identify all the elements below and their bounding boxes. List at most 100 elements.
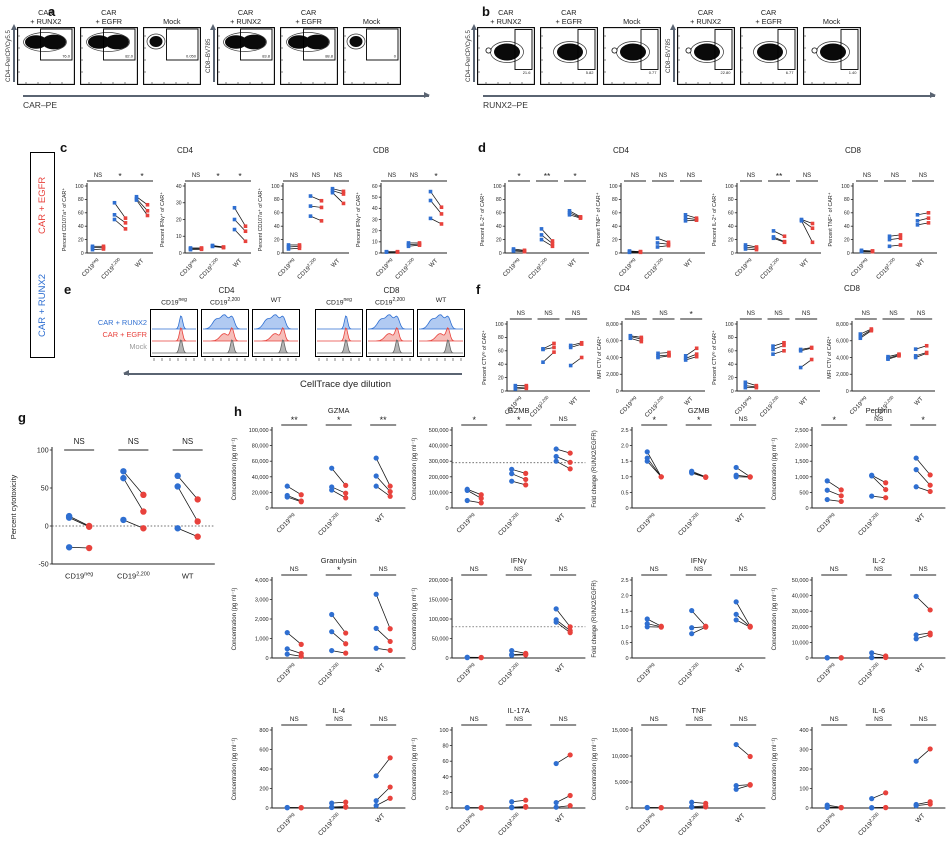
svg-text:WT: WT bbox=[233, 258, 244, 269]
legend-car-egfr: CAR + EGFR bbox=[37, 176, 48, 234]
group-title-cd8: CD8 bbox=[843, 284, 860, 293]
svg-text:80: 80 bbox=[78, 197, 84, 203]
svg-text:CD19neg: CD19neg bbox=[274, 661, 298, 685]
svg-text:NS: NS bbox=[572, 311, 580, 317]
IL-4-chart: IL-4 0 200 400 600 800 Concentration (pg ml⁻¹)… bbox=[232, 706, 406, 837]
svg-text:6,000: 6,000 bbox=[606, 339, 619, 345]
svg-text:WT: WT bbox=[331, 258, 342, 269]
svg-text:MFI CTV of CAR⁺: MFI CTV of CAR⁺ bbox=[827, 336, 833, 379]
svg-text:Percent CD107a⁺ of CAR⁺: Percent CD107a⁺ of CAR⁺ bbox=[62, 188, 68, 252]
svg-text:80,000: 80,000 bbox=[252, 444, 269, 450]
svg-text:WT: WT bbox=[684, 396, 695, 407]
svg-text:15,000: 15,000 bbox=[612, 728, 629, 734]
svg-text:40: 40 bbox=[728, 224, 734, 230]
svg-text:CD19neg: CD19neg bbox=[454, 661, 478, 685]
IFNγ-chart: IFNγ 0 0.5 1.0 1.5 2.0 2.5 Fold change (RUNX2/E… bbox=[592, 556, 766, 687]
svg-text:MFI CTV of CAR⁺: MFI CTV of CAR⁺ bbox=[597, 336, 603, 379]
svg-text:4,000: 4,000 bbox=[606, 355, 619, 361]
chart-slot: 0 20 40 60 80 100 Percent CD107a⁺ of CAR⁺ NS CD1… bbox=[256, 156, 354, 295]
svg-text:NS: NS bbox=[544, 311, 552, 317]
svg-text:CD19neg: CD19neg bbox=[454, 811, 478, 835]
svg-text:60: 60 bbox=[844, 211, 850, 217]
flow-y-axis: CD4–PerCP/Cy5.5 bbox=[465, 24, 476, 85]
svg-text:8,000: 8,000 bbox=[606, 322, 619, 328]
svg-text:Percent IL-2⁺ of CAR⁺: Percent IL-2⁺ of CAR⁺ bbox=[712, 193, 718, 246]
svg-text:NS: NS bbox=[94, 173, 102, 179]
column-headers: CD19neg CD192,200 WT bbox=[315, 297, 468, 309]
legend-entry: CAR + EGFR bbox=[102, 330, 147, 339]
group-title-cd4: CD4 bbox=[613, 284, 630, 293]
legend-entry: CAR + RUNX2 bbox=[97, 318, 147, 327]
flow-y-axis: CD8–BV785 bbox=[205, 24, 216, 85]
flow-plot: Mock 0.050 bbox=[142, 4, 201, 90]
svg-text:*: * bbox=[652, 415, 656, 425]
svg-text:NS: NS bbox=[631, 173, 639, 179]
flow-y-axis-label: CD8–BV785 bbox=[664, 38, 672, 74]
svg-text:NS: NS bbox=[874, 566, 884, 573]
svg-text:WT: WT bbox=[135, 258, 146, 269]
flow-contour-plot: 0.050 bbox=[142, 27, 201, 85]
group-title: CD8 bbox=[383, 286, 400, 295]
chart-slot: -50 0 50 100 Percent cytotoxicity NS CD19neg NS… bbox=[6, 414, 218, 611]
svg-text:CD19neg: CD19neg bbox=[65, 572, 93, 581]
svg-text:100: 100 bbox=[439, 728, 448, 734]
flow-plot: CAR + EGFR 88.8 bbox=[279, 4, 338, 90]
svg-text:**: ** bbox=[776, 171, 783, 181]
flow-plot-title: Mock bbox=[822, 16, 841, 26]
svg-text:10: 10 bbox=[176, 234, 182, 240]
legend-entry: Mock bbox=[129, 342, 147, 351]
svg-text:0: 0 bbox=[375, 251, 378, 257]
chart-slot: TNF 0 5,000 10,000 15,000 Concentration (pg m… bbox=[588, 704, 768, 854]
svg-text:1.5: 1.5 bbox=[621, 609, 629, 615]
ridge-histogram bbox=[417, 309, 465, 361]
svg-text:Concentration (pg ml⁻¹): Concentration (pg ml⁻¹) bbox=[412, 438, 418, 501]
y-axis-arrow bbox=[670, 24, 676, 82]
svg-text:CD192,200: CD192,200 bbox=[856, 511, 882, 537]
svg-text:20: 20 bbox=[728, 375, 734, 381]
MFI CTV of CAR⁺-chart: 02,0004,0006,0008,000MFI CTV of CAR⁺NSCD… bbox=[597, 309, 705, 419]
svg-text:2.0: 2.0 bbox=[621, 594, 629, 600]
svg-text:0: 0 bbox=[266, 806, 269, 812]
svg-text:*: * bbox=[140, 171, 144, 181]
histogram-group-CD4: CD4 CD19neg CD192,200 WT bbox=[150, 286, 303, 368]
celltrace-axis: CellTrace dye dilution bbox=[123, 370, 462, 390]
svg-text:100: 100 bbox=[75, 184, 84, 190]
svg-text:0: 0 bbox=[626, 506, 629, 512]
charts-row-f: 0 20 40 60 80 100 Percent CTVˡᵒ of CAR⁺ NS CD19n… bbox=[480, 294, 948, 433]
chart-slot: IFNγ 0 50,000 100,000 150,000 200,000 Concentr… bbox=[408, 554, 588, 704]
chart-slot: IL-4 0 200 400 600 800 Concentration (pg ml⁻¹)… bbox=[228, 704, 408, 854]
svg-text:80: 80 bbox=[844, 197, 850, 203]
IL-2-chart: IL-2 0 10,000 20,000 30,000 40,000 50,000 Conce… bbox=[772, 556, 946, 687]
svg-text:CD192,200: CD192,200 bbox=[295, 256, 320, 281]
svg-text:*: * bbox=[434, 171, 438, 181]
svg-text:NS: NS bbox=[290, 716, 300, 723]
svg-text:40: 40 bbox=[176, 184, 182, 190]
svg-text:-50: -50 bbox=[38, 562, 48, 569]
flow-plot-title: Mock bbox=[163, 16, 181, 26]
svg-text:60: 60 bbox=[496, 211, 502, 217]
svg-text:0: 0 bbox=[731, 251, 734, 257]
svg-text:NS: NS bbox=[379, 716, 389, 723]
histogram-group-CD8: CD8 CD19neg CD192,200 WT bbox=[315, 286, 468, 368]
svg-text:80: 80 bbox=[728, 335, 734, 341]
svg-text:NS: NS bbox=[559, 416, 569, 423]
x-axis-arrow-left bbox=[123, 370, 462, 376]
svg-text:50,000: 50,000 bbox=[792, 578, 809, 584]
svg-text:Percent IFNγ⁺ of CAR⁺: Percent IFNγ⁺ of CAR⁺ bbox=[356, 192, 362, 247]
svg-text:CD19neg: CD19neg bbox=[814, 511, 838, 535]
svg-text:NS: NS bbox=[470, 716, 480, 723]
svg-text:20,000: 20,000 bbox=[252, 490, 269, 496]
svg-text:NS: NS bbox=[919, 716, 929, 723]
svg-text:*: * bbox=[337, 565, 341, 575]
flow-plot-title: CAR + RUNX2 bbox=[230, 8, 262, 26]
svg-text:NS: NS bbox=[891, 173, 899, 179]
svg-text:NS: NS bbox=[559, 566, 569, 573]
flow-plot-title: CAR + EGFR bbox=[95, 8, 123, 26]
svg-text:0: 0 bbox=[277, 251, 280, 257]
panel-e-label: e bbox=[64, 282, 72, 297]
Percent IFNγ⁺ of CAR⁺-chart: 0 10 20 30 40 Percent IFNγ⁺ of CAR⁺ NS CD19neg *… bbox=[160, 171, 251, 281]
svg-text:30: 30 bbox=[372, 217, 378, 223]
flow-y-axis-label: CD4–PerCP/Cy5.5 bbox=[5, 30, 12, 82]
svg-text:100: 100 bbox=[271, 184, 280, 190]
svg-text:100,000: 100,000 bbox=[429, 490, 449, 496]
